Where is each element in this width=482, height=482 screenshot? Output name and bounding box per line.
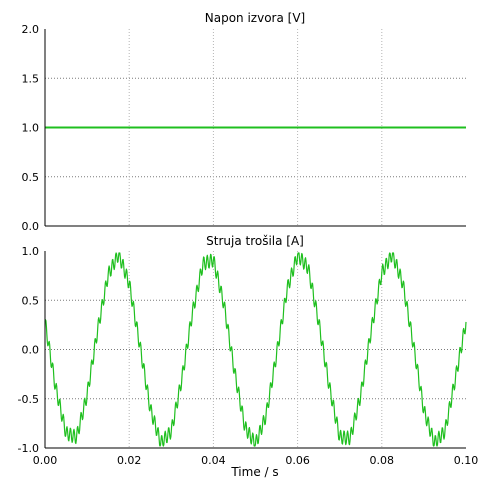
voltage-chart-title: Napon izvora [V]	[205, 11, 305, 25]
y-tick-label: 2.0	[22, 23, 40, 36]
current-grid	[45, 251, 466, 448]
voltage-axes	[44, 29, 466, 227]
x-tick-label: 0.10	[454, 454, 479, 467]
x-tick-label: 0.08	[370, 454, 395, 467]
y-tick-label: 1.5	[22, 72, 40, 85]
y-tick-label: 1.0	[22, 245, 40, 258]
current-panel: Struja trošila [A] -1.0 -0.5 0.0 0.5 1.0 0.00…	[18, 234, 479, 479]
current-series	[44, 252, 467, 447]
x-axis-label: Time / s	[230, 465, 278, 479]
y-tick-label: 0.5	[22, 294, 40, 307]
current-chart-title: Struja trošila [A]	[206, 234, 304, 248]
current-tick-labels: -1.0 -0.5 0.0 0.5 1.0 0.00 0.02 0.04 0.06 0.08 0.1…	[18, 245, 479, 467]
y-tick-label: 0.0	[22, 220, 40, 233]
series-line	[44, 252, 467, 447]
y-tick-label: -0.5	[18, 393, 39, 406]
x-tick-label: 0.02	[117, 454, 142, 467]
current-axes	[44, 251, 466, 449]
y-tick-label: 0.0	[22, 344, 40, 357]
voltage-tick-labels: 0.0 0.5 1.0 1.5 2.0	[22, 23, 40, 233]
x-tick-label: 0.06	[285, 454, 310, 467]
x-tick-label: 0.04	[201, 454, 226, 467]
y-tick-label: -1.0	[18, 442, 39, 455]
x-tick-label: 0.00	[33, 454, 58, 467]
y-tick-label: 0.5	[22, 171, 40, 184]
y-tick-label: 1.0	[22, 122, 40, 135]
voltage-panel: Napon izvora [V] 0.0 0.5 1.0 1.5 2.0	[22, 11, 466, 233]
